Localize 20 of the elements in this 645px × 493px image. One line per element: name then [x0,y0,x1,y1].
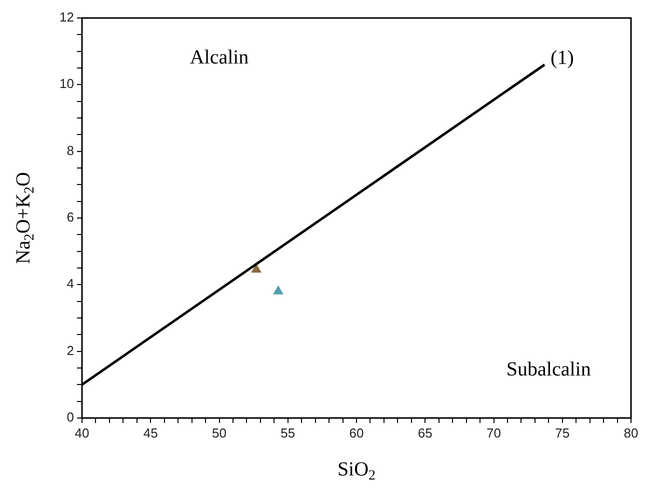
y-axis-title: Na2O+K2O [12,172,38,264]
x-tick-label: 80 [624,425,638,440]
y-tick-label: 8 [66,142,74,158]
y-tick-label: 2 [66,342,74,358]
x-tick-label: 50 [212,425,226,440]
x-tick-label: 65 [418,425,432,440]
y-tick-label: 12 [60,10,74,25]
y-tick-label: 6 [66,210,74,225]
y-tick-label: 4 [66,276,74,292]
x-tick-label: 45 [143,425,158,440]
x-tick-label: 60 [349,425,364,440]
annotation: Alcalin [190,46,249,68]
y-tick-label: 0 [66,410,74,425]
x-tick-label: 40 [74,425,90,440]
x-tick-label: 55 [280,425,296,440]
x-tick-label: 75 [555,425,570,440]
annotation: Subalcalin [506,358,591,380]
y-tick-label: 10 [60,76,74,92]
x-tick-label: 70 [486,425,501,440]
annotation: (1) [550,46,574,69]
